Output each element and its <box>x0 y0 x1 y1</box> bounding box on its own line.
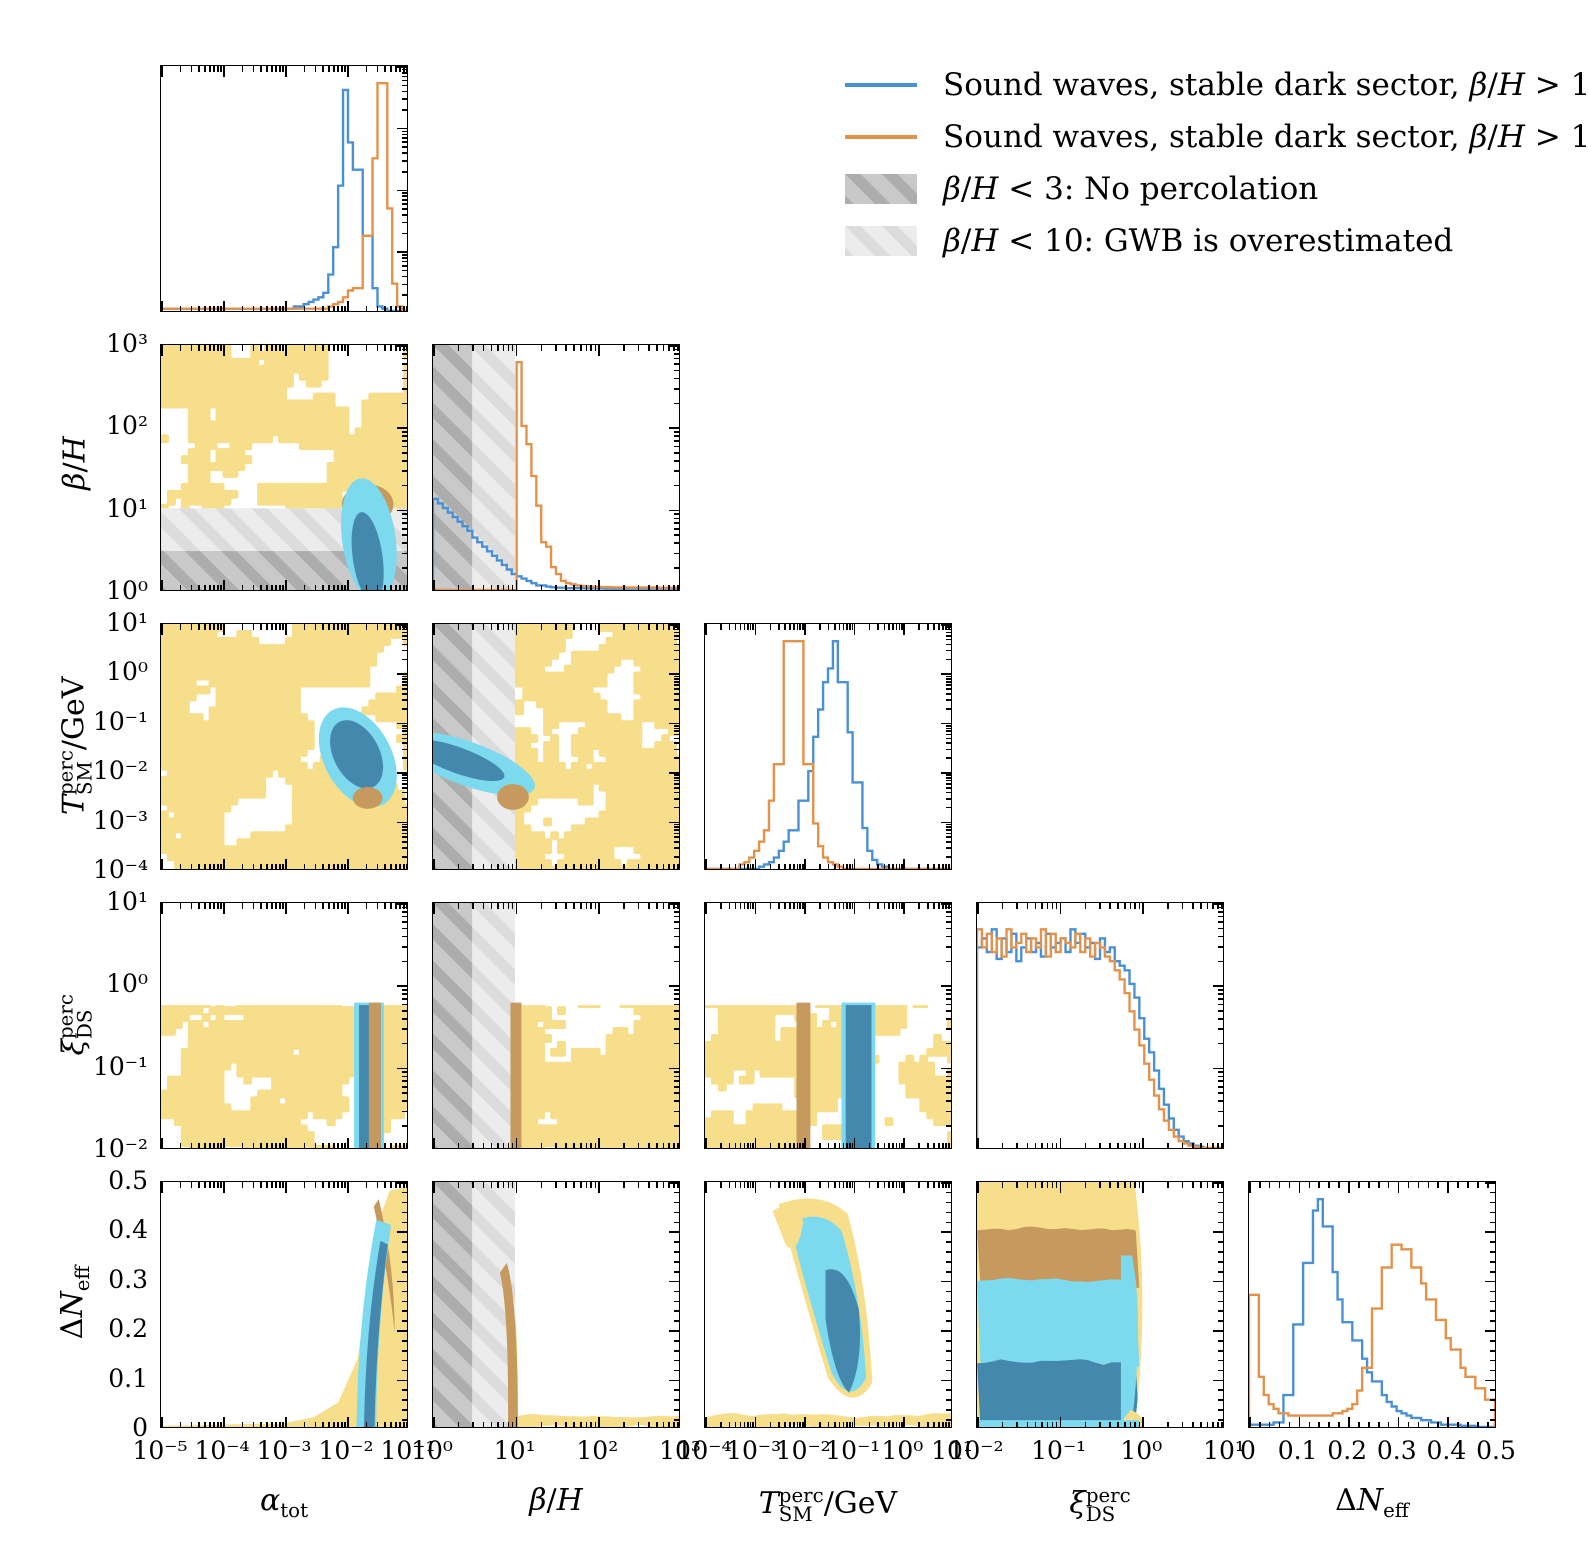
yaxis-label-xi_DS_perc: ξ perc DS <box>53 993 96 1056</box>
panel-marginal-beta_over_H <box>432 344 680 591</box>
legend: Sound waves, stable dark sector, β/H > 1… <box>845 62 1588 270</box>
xtick-Delta_N_eff-1: 0.1 <box>1277 1436 1318 1465</box>
panel-marginal-T_SM_perc <box>704 623 952 870</box>
ytick-T_SM_perc-5: 10¹ <box>106 608 148 637</box>
ytick-T_SM_perc-3: 10⁻¹ <box>92 706 148 736</box>
xtick-xi_DS_perc-0: 10⁻² <box>948 1436 1004 1465</box>
xtick-Delta_N_eff-3: 0.3 <box>1376 1436 1417 1465</box>
ytick-beta_over_H-0: 10⁰ <box>106 576 148 605</box>
legend-no-percolation-label: β/H < 3: No percolation <box>943 170 1319 207</box>
ytick-T_SM_perc-4: 10⁰ <box>106 657 148 687</box>
xtick-alpha_tot-1: 10⁻⁴ <box>194 1436 250 1465</box>
panel-joint-Delta_N_eff-vs-beta_over_H <box>432 1181 680 1428</box>
ytick-xi_DS_perc-1: 10⁻¹ <box>92 1051 148 1081</box>
ytick-xi_DS_perc-0: 10⁻² <box>92 1134 148 1163</box>
xaxis-label-alpha_tot: αtot <box>259 1483 309 1522</box>
ytick-Delta_N_eff-3: 0.3 <box>108 1264 148 1294</box>
panel-joint-T_SM_perc-vs-beta_over_H <box>432 623 680 870</box>
panel-joint-Delta_N_eff-vs-T_SM_perc <box>704 1181 952 1428</box>
legend-sound-waves-beta-gt-10-label: Sound waves, stable dark sector, β/H > 1… <box>943 118 1588 155</box>
panel-joint-xi_DS_perc-vs-alpha_tot <box>160 902 408 1149</box>
legend-row-3: β/H < 10: GWB is overestimated <box>845 218 1580 264</box>
ytick-T_SM_perc-2: 10⁻² <box>92 756 148 786</box>
xtick-T_SM_perc-3: 10⁻¹ <box>825 1436 881 1465</box>
yaxis-label-beta_over_H: β/H <box>57 435 92 490</box>
panel-marginal-xi_DS_perc <box>976 902 1224 1149</box>
yaxis-label-Delta_N_eff: ΔNeff <box>54 1265 94 1339</box>
xtick-Delta_N_eff-0: 0 <box>1240 1436 1256 1465</box>
panel-joint-Delta_N_eff-vs-xi_DS_perc <box>976 1181 1224 1428</box>
legend-row-0: Sound waves, stable dark sector, β/H > 1 <box>845 62 1588 108</box>
legend-no-percolation-swatch <box>845 174 917 204</box>
panel-marginal-Delta_N_eff <box>1248 1181 1496 1428</box>
xtick-xi_DS_perc-3: 10¹ <box>1203 1436 1245 1465</box>
xtick-T_SM_perc-0: 10⁻⁴ <box>676 1436 732 1465</box>
xtick-Delta_N_eff-5: 0.5 <box>1476 1436 1516 1465</box>
panel-marginal-alpha_tot <box>160 65 408 312</box>
xtick-alpha_tot-2: 10⁻³ <box>256 1436 312 1465</box>
legend-sound-waves-beta-gt-10-swatch <box>845 135 917 139</box>
ytick-beta_over_H-2: 10² <box>106 411 148 441</box>
ytick-T_SM_perc-0: 10⁻⁴ <box>92 855 148 884</box>
panel-joint-T_SM_perc-vs-alpha_tot <box>160 623 408 870</box>
xtick-Delta_N_eff-4: 0.4 <box>1426 1436 1467 1465</box>
xaxis-label-xi_DS_perc: ξ perc DS <box>1069 1483 1131 1526</box>
ytick-T_SM_perc-1: 10⁻³ <box>92 805 148 835</box>
ytick-Delta_N_eff-1: 0.1 <box>108 1363 148 1393</box>
legend-sound-waves-beta-gt-1-swatch <box>845 83 917 87</box>
xtick-alpha_tot-0: 10⁻⁵ <box>132 1436 188 1465</box>
legend-gwb-overestimated-label: β/H < 10: GWB is overestimated <box>943 222 1454 259</box>
ytick-xi_DS_perc-3: 10¹ <box>106 887 148 916</box>
legend-row-1: Sound waves, stable dark sector, β/H > 1… <box>845 114 1588 160</box>
xtick-beta_over_H-0: 10⁰ <box>411 1436 453 1465</box>
xtick-alpha_tot-3: 10⁻² <box>318 1436 374 1465</box>
ytick-Delta_N_eff-5: 0.5 <box>108 1166 148 1195</box>
xtick-beta_over_H-2: 10² <box>576 1436 619 1465</box>
xtick-T_SM_perc-4: 10⁰ <box>881 1436 924 1465</box>
ytick-Delta_N_eff-4: 0.4 <box>108 1215 148 1245</box>
legend-row-2: β/H < 3: No percolation <box>845 166 1580 212</box>
xtick-T_SM_perc-5: 10¹ <box>931 1436 973 1465</box>
ytick-xi_DS_perc-2: 10⁰ <box>106 969 148 999</box>
ytick-Delta_N_eff-0: 0 <box>132 1413 148 1442</box>
xtick-xi_DS_perc-1: 10⁻¹ <box>1031 1436 1087 1465</box>
ytick-beta_over_H-3: 10³ <box>106 329 148 358</box>
ytick-beta_over_H-1: 10¹ <box>106 493 148 523</box>
xtick-beta_over_H-1: 10¹ <box>493 1436 536 1465</box>
panel-joint-xi_DS_perc-vs-beta_over_H <box>432 902 680 1149</box>
xaxis-label-Delta_N_eff: ΔNeff <box>1335 1483 1409 1522</box>
panel-joint-beta_over_H-vs-alpha_tot <box>160 344 408 591</box>
xtick-T_SM_perc-1: 10⁻³ <box>726 1436 782 1465</box>
xtick-alpha_tot-4: 10⁻¹ <box>380 1436 436 1465</box>
xtick-beta_over_H-3: 10³ <box>659 1436 701 1465</box>
xaxis-label-beta_over_H: β/H <box>529 1483 583 1518</box>
xtick-Delta_N_eff-2: 0.2 <box>1327 1436 1368 1465</box>
ytick-Delta_N_eff-2: 0.2 <box>108 1314 148 1344</box>
panel-joint-xi_DS_perc-vs-T_SM_perc <box>704 902 952 1149</box>
legend-sound-waves-beta-gt-1-label: Sound waves, stable dark sector, β/H > 1 <box>943 66 1588 103</box>
xtick-T_SM_perc-2: 10⁻² <box>775 1436 831 1465</box>
xtick-xi_DS_perc-2: 10⁰ <box>1120 1436 1163 1465</box>
legend-gwb-overestimated-swatch <box>845 226 917 256</box>
panel-joint-Delta_N_eff-vs-alpha_tot <box>160 1181 408 1428</box>
